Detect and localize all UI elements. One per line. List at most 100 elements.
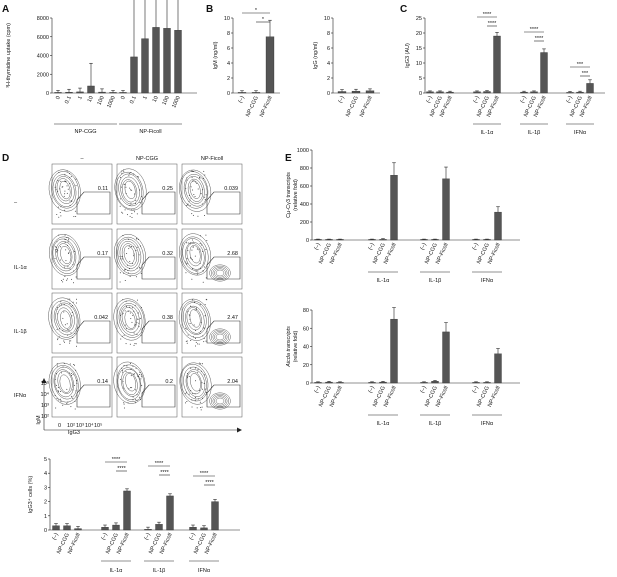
- d-bar-rect: [166, 495, 174, 531]
- d-dot: [205, 194, 207, 196]
- d-dot: [75, 302, 77, 304]
- d-dot: [190, 257, 192, 259]
- d-contour-igg3: [211, 329, 229, 345]
- d-dot: [136, 399, 138, 401]
- d-dot: [196, 407, 198, 409]
- d-dot: [206, 299, 208, 301]
- d-contour-igg3: [215, 397, 225, 405]
- d-dot: [57, 339, 59, 341]
- d-dot: [200, 330, 202, 332]
- d-dot: [198, 389, 200, 391]
- d-dot: [56, 384, 58, 386]
- d-dot: [75, 345, 77, 347]
- d-contour: [55, 176, 75, 204]
- d-gate: [76, 384, 111, 408]
- d-dot: [65, 249, 67, 251]
- c-bar: [483, 91, 491, 94]
- a-dose-label: 1: [142, 95, 149, 100]
- d-dot: [73, 363, 75, 365]
- b-igg-tick-label: 4: [327, 61, 330, 67]
- d-dot: [70, 306, 72, 308]
- d-dot: [206, 240, 208, 242]
- e-top-cat-label: (–): [314, 242, 322, 251]
- c-tick-label: 10: [416, 61, 422, 67]
- d-dot: [129, 173, 131, 175]
- b-igm-cat-label: (–): [238, 95, 246, 104]
- d-dot: [124, 209, 126, 211]
- d-dot: [129, 343, 131, 345]
- a-dose-label: 10: [152, 95, 160, 103]
- d-dot: [140, 334, 142, 336]
- d-dot: [123, 169, 125, 171]
- d-dot: [189, 318, 191, 320]
- c-group-label: IFNα: [574, 130, 587, 136]
- d-dot: [136, 267, 138, 269]
- d-contour: [48, 297, 81, 340]
- d-dot: [127, 264, 129, 266]
- d-dot: [66, 323, 68, 325]
- d-dot: [122, 380, 124, 382]
- d-dot: [139, 373, 141, 375]
- a-bar: [174, 30, 182, 94]
- d-dot: [63, 341, 65, 343]
- e-top-cat-label: (–): [368, 242, 376, 251]
- d-dot: [132, 262, 134, 264]
- d-dot: [140, 196, 142, 198]
- d-contour: [185, 305, 205, 334]
- c-sig: ****: [488, 21, 497, 27]
- d-bar-tick-label: 1: [44, 514, 47, 520]
- d-dot: [133, 209, 135, 211]
- d-dot: [61, 186, 63, 188]
- d-dot: [199, 242, 201, 244]
- d-dot: [197, 371, 199, 373]
- d-dot: [72, 301, 74, 303]
- d-dot: [202, 281, 204, 283]
- d-dot: [203, 327, 205, 329]
- d-bar-rect: [200, 527, 208, 531]
- a-dose-label: 10: [87, 95, 95, 103]
- d-dot: [67, 334, 69, 336]
- d-bar-cat-label: (–): [52, 532, 60, 541]
- d-dot: [59, 398, 61, 400]
- e-bot-bar: [442, 331, 450, 384]
- d-dot: [138, 254, 140, 256]
- d-gate: [141, 191, 176, 215]
- d-dot: [130, 203, 132, 205]
- d-dot: [72, 336, 74, 338]
- d-dot: [125, 328, 127, 330]
- d-dot: [134, 193, 136, 195]
- d-contour: [121, 307, 137, 331]
- d-contour: [113, 234, 146, 277]
- d-gate-value: 0.32: [162, 251, 173, 257]
- d-dot: [127, 310, 129, 312]
- d-dot: [70, 406, 72, 408]
- d-dot: [120, 338, 122, 340]
- a-bar: [76, 91, 84, 94]
- d-dot: [56, 251, 58, 253]
- b-igg-tick-label: 2: [327, 76, 330, 82]
- d-dot: [195, 380, 197, 382]
- d-dot: [64, 242, 66, 244]
- d-dot: [186, 340, 188, 342]
- d-contour: [189, 245, 201, 264]
- d-contour: [117, 238, 142, 272]
- d-dot: [120, 198, 122, 200]
- d-contour: [113, 361, 146, 404]
- d-dot: [62, 281, 64, 283]
- panel-label-b: B: [206, 4, 213, 15]
- d-contour: [120, 305, 140, 333]
- d-dot: [192, 393, 194, 395]
- d-contour: [52, 174, 77, 207]
- d-dot: [194, 393, 196, 395]
- d-row-label: –: [14, 200, 18, 206]
- d-dot: [71, 395, 73, 397]
- d-dot: [59, 246, 61, 248]
- d-dot: [199, 401, 201, 403]
- d-dot: [199, 304, 201, 306]
- d-dot: [64, 266, 66, 268]
- a-dose-label: 1: [77, 95, 84, 100]
- d-igg3-arrow-head: [237, 427, 242, 433]
- d-dot: [69, 177, 71, 179]
- d-dot: [75, 369, 77, 371]
